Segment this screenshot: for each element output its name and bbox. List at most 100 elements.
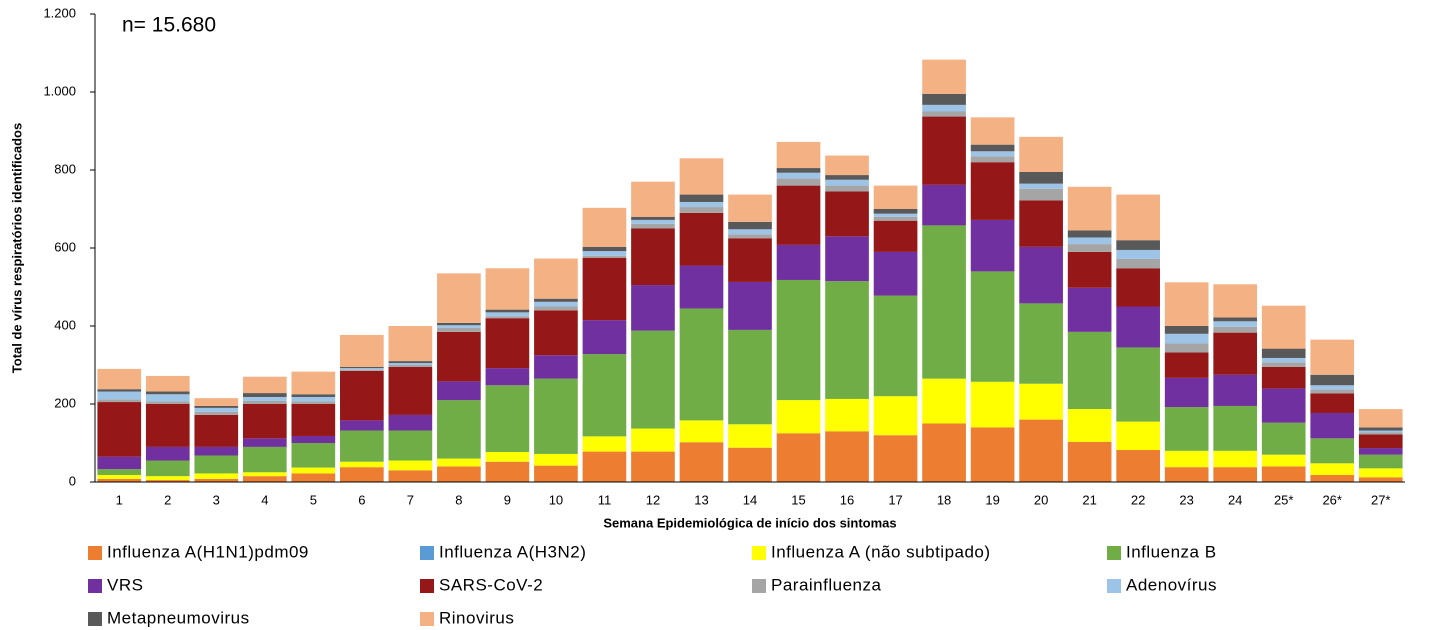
bar-segment (1164, 282, 1209, 326)
bar-segment (1358, 477, 1403, 482)
bar-segment (485, 461, 530, 482)
bar-segment (388, 326, 433, 362)
bar-segment (1310, 339, 1355, 375)
bar-segment (1213, 332, 1258, 375)
bar-segment (776, 244, 821, 280)
x-tick-label: 4 (261, 492, 268, 507)
bar-segment (194, 455, 239, 474)
bar-segment (291, 473, 336, 482)
bar-segment (242, 376, 287, 394)
bar-segment (1261, 348, 1306, 358)
bar-segment (145, 480, 190, 482)
bar-segment (582, 436, 627, 452)
bar-segment (776, 185, 821, 245)
bar-segment (1358, 427, 1403, 431)
bar-segment (776, 141, 821, 169)
bar-segment (388, 361, 433, 364)
bar-segment (1358, 448, 1403, 455)
bar-segment (631, 428, 675, 452)
bar-segment (485, 368, 530, 386)
legend-swatch (1107, 579, 1121, 593)
legend-swatch (420, 579, 434, 593)
bar-segment (631, 181, 675, 217)
bar-segment (1067, 251, 1112, 288)
bar-segment (970, 427, 1015, 482)
bar-segment (534, 298, 578, 302)
bar-segment (873, 295, 918, 397)
x-tick-label: 19 (985, 492, 999, 507)
bar-segment (582, 246, 627, 252)
bar-segment (437, 331, 481, 382)
bar-segment (194, 478, 239, 482)
x-tick-label: 21 (1082, 492, 1096, 507)
bar-segment (1213, 317, 1258, 322)
x-tick-label: 18 (937, 492, 951, 507)
bar-segment (145, 375, 190, 392)
bar-segment (922, 116, 966, 185)
bar-segment (970, 381, 1015, 428)
bar-segment (437, 322, 481, 326)
bar-segment (534, 355, 578, 379)
bar-segment (97, 478, 142, 482)
bar-segment (776, 172, 821, 179)
bar-segment (631, 223, 675, 229)
bar-segment (340, 420, 384, 431)
x-tick-label: 15 (791, 492, 805, 507)
bar-segment (728, 424, 772, 448)
bar-segment (1358, 454, 1403, 469)
bar-segment (388, 414, 433, 431)
bar-segment (1213, 321, 1258, 327)
bar-segment (825, 398, 869, 432)
bar-segment (728, 234, 772, 239)
bar-segment (291, 404, 336, 436)
bar-segment (679, 308, 724, 421)
bar-segment (631, 219, 675, 224)
bar-segment (970, 144, 1015, 152)
legend-label: Influenza A (não subtipado) (771, 542, 991, 561)
bar-segment (679, 158, 724, 195)
bar-segment (776, 400, 821, 434)
bar-segment (873, 251, 918, 296)
bar-segment (679, 265, 724, 309)
x-tick-label: 26* (1322, 492, 1342, 507)
bar-segment (1067, 244, 1112, 252)
bar-segment (97, 399, 142, 403)
legend-label: VRS (107, 575, 143, 594)
bar-segment (1019, 246, 1063, 304)
bar-segment (97, 389, 142, 392)
bar-segment (1213, 374, 1258, 406)
bar-segment (145, 391, 190, 395)
bar-segment (534, 453, 578, 466)
legend-swatch (752, 546, 766, 560)
bar-segment (728, 229, 772, 235)
bar-segment (1019, 183, 1063, 189)
bar-segment (1213, 284, 1258, 318)
bar-segment (873, 185, 918, 209)
y-tick-label: 600 (54, 239, 76, 254)
y-tick-label: 0 (69, 473, 76, 488)
legend-label: Rinovirus (439, 608, 514, 627)
bar-segment (145, 446, 190, 461)
x-tick-label: 10 (549, 492, 563, 507)
x-tick-label: 23 (1179, 492, 1193, 507)
bar-segment (291, 435, 336, 443)
x-tick-label: 7 (407, 492, 414, 507)
legend-swatch (420, 612, 434, 626)
bar-segment (291, 401, 336, 404)
bar-segment (970, 219, 1015, 272)
bar-segment (194, 398, 239, 406)
bar-segment (340, 366, 384, 369)
x-tick-label: 11 (598, 492, 612, 507)
bar-segment (922, 378, 966, 424)
bar-segment (825, 179, 869, 186)
bar-segment (825, 431, 869, 482)
bar-segment (194, 405, 239, 408)
bar-segment (970, 117, 1015, 145)
x-tick-label: 13 (694, 492, 708, 507)
bar-segment (145, 401, 190, 404)
bar-segment (291, 467, 336, 474)
x-tick-label: 17 (888, 492, 902, 507)
bar-segment (970, 162, 1015, 220)
bar-segment (1358, 430, 1403, 433)
bar-segment (242, 472, 287, 477)
